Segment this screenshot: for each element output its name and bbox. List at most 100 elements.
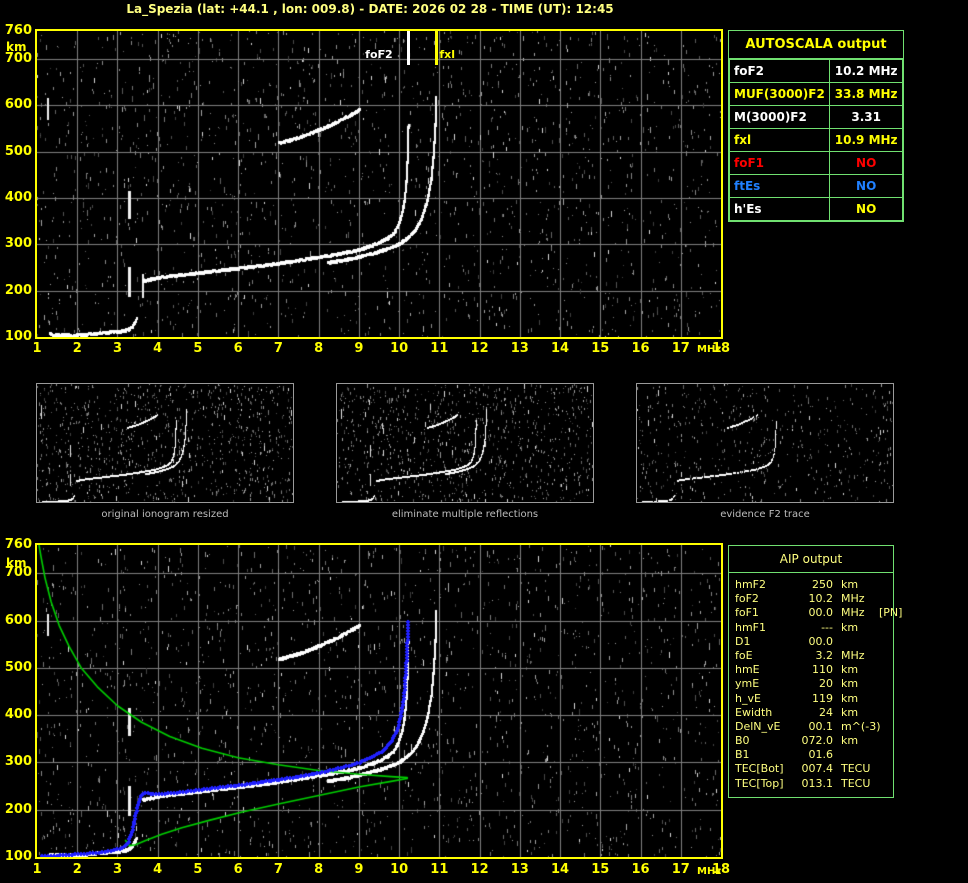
aip-row: TEC[Bot] 007.4 TECU [735,762,893,776]
x-axis-tick: 16 [631,341,650,356]
aip-row: DelN_vE 00.1 m^(-3) [735,720,893,734]
y-axis-tick: 760 [4,23,32,38]
x-axis-tick: 18 [711,341,731,356]
autoscala-param-value: 10.2 MHz [829,59,903,83]
y-axis-tick: 300 [4,236,32,252]
mini-panel-evidence[interactable] [636,383,894,503]
aip-param-name: B0 [735,734,750,748]
y-axis-tick: 600 [4,612,32,628]
x-axis-tick: 10 [390,341,409,356]
fxl-marker-label: fxl [439,48,455,61]
autoscala-param-value: 10.9 MHz [829,128,903,152]
autoscala-param-name: foF1 [728,151,831,175]
y-axis-tick: 100 [4,849,32,864]
y-axis-tick: 700 [4,50,32,66]
aip-param-unit: km [841,691,859,705]
x-axis-tick: 15 [591,341,610,356]
aip-param-name: D1 [735,634,751,648]
aip-row: ymE 20 km [735,677,893,691]
fxl-marker-line [435,31,439,65]
x-axis-tick: 2 [72,341,82,356]
aip-param-unit: km [841,705,859,719]
aip-rows: hmF2 250 km foF2 10.2 MHz foF1 00.0 MHz [PN] hmF1 -… [729,573,902,797]
aip-param-name: foF2 [735,592,759,606]
aip-param-unit: km [841,677,859,691]
x-axis-tick: 11 [430,862,449,877]
autoscala-row: foF2 10.2 MHz [728,59,903,83]
x-axis-tick: 13 [510,862,529,877]
main-y-axis-unit: km [6,40,27,54]
aip-row: TEC[Top] 013.1 TECU [735,777,893,791]
mini-panel-evidence-canvas [637,384,893,502]
aip-param-value: 3.2 [815,648,834,662]
x-axis-tick: 17 [671,862,690,877]
aip-param-value: 00.1 [808,719,834,733]
y-axis-tick: 760 [4,537,32,552]
x-axis-tick: 13 [510,341,529,356]
y-axis-tick: 400 [4,189,32,205]
aip-param-name: Ewidth [735,705,773,719]
mini-panel-eliminate[interactable] [336,383,594,503]
aip-param-value: 013.1 [801,776,834,790]
autoscala-param-value: NO [829,151,903,175]
aip-param-value: 00.0 [808,634,834,648]
x-axis-tick: 7 [273,862,283,877]
x-axis-tick: 18 [711,862,731,877]
main-ionogram-plot[interactable] [35,29,723,339]
aip-param-name: hmF2 [735,578,767,591]
aip-row: hmF2 250 km [735,578,893,592]
x-axis-tick: 6 [233,341,243,356]
mini-panel-eliminate-caption: eliminate multiple reflections [391,509,539,520]
aip-param-value: 01.6 [808,748,834,762]
mini-panel-original-canvas [37,384,293,502]
aip-param-unit: m^(-3) [841,719,881,733]
autoscala-param-value: NO [829,197,903,221]
aip-param-value: 250 [812,578,833,591]
mini-panel-original[interactable] [36,383,294,503]
x-axis-tick: 2 [72,862,82,877]
autoscala-param-name: h'Es [728,197,831,221]
bottom-y-axis-unit: km [6,556,27,570]
autoscala-row: fxl 10.9 MHz [728,128,903,152]
autoscala-row: ftEs NO [728,174,903,198]
y-axis-tick: 400 [4,707,32,723]
x-axis-tick: 14 [551,862,570,877]
aip-param-value: 10.2 [808,592,834,606]
aip-row: h_vE 119 km [735,692,893,706]
y-axis-tick: 500 [4,659,32,675]
x-axis-tick: 8 [314,341,324,356]
aip-title: AIP output [729,546,893,573]
aip-row: foF2 10.2 MHz [735,592,893,606]
aip-param-unit: km [841,620,859,634]
aip-param-unit: MHz [841,606,865,620]
mini-panel-original-caption: original ionogram resized [101,509,229,520]
page-title: La_Spezia (lat: +44.1 , lon: 009.8) - DA… [126,2,614,16]
aip-param-unit: MHz [841,592,865,606]
y-axis-tick: 100 [4,329,32,344]
main-x-axis-unit: MHz [697,344,722,355]
autoscala-param-name: foF2 [728,59,831,83]
mini-panel-evidence-caption: evidence F2 trace [720,509,810,520]
aip-row: D1 00.0 [735,635,893,649]
autoscala-title: AUTOSCALA output [729,31,903,59]
aip-output-panel: AIP output hmF2 250 km foF2 10.2 MHz foF1 00.0 M… [728,545,902,798]
aip-ionogram-plot[interactable] [35,543,723,859]
x-axis-tick: 9 [354,341,364,356]
autoscala-param-value: NO [829,174,903,198]
aip-row: hmF1 --- km [735,621,893,635]
autoscala-param-value: 33.8 MHz [829,82,903,106]
autoscala-param-name: M(3000)F2 [728,105,831,129]
aip-param-note: [PN] [879,606,903,620]
aip-param-unit: km [841,734,859,748]
aip-param-value: 119 [812,691,833,705]
x-axis-tick: 14 [551,341,570,356]
aip-param-value: --- [821,620,833,634]
aip-row: B0 072.0 km [735,734,893,748]
aip-param-name: B1 [735,748,750,762]
fof2-marker-line [407,31,411,65]
y-axis-tick: 300 [4,754,32,770]
aip-param-unit: MHz [841,648,865,662]
x-axis-tick: 5 [193,341,203,356]
aip-row: foE 3.2 MHz [735,649,893,663]
aip-row: foF1 00.0 MHz [PN] [735,606,902,620]
